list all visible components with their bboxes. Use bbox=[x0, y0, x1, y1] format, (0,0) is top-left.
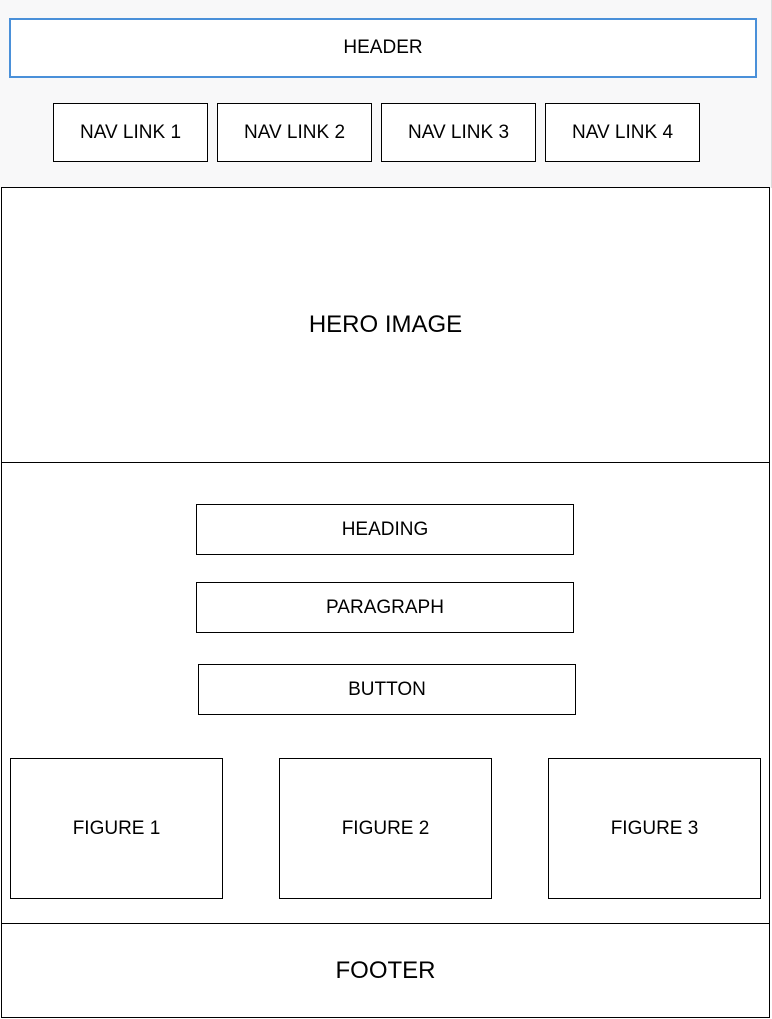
nav-link-label: NAV LINK 1 bbox=[79, 121, 182, 143]
button-block[interactable]: BUTTON bbox=[198, 664, 576, 715]
figure-label: FIGURE 2 bbox=[341, 817, 430, 839]
hero-image-block: HERO IMAGE bbox=[1, 187, 770, 463]
figure-label: FIGURE 3 bbox=[610, 817, 699, 839]
figure-3: FIGURE 3 bbox=[548, 758, 761, 899]
hero-label: HERO IMAGE bbox=[308, 311, 463, 338]
footer-label: FOOTER bbox=[335, 956, 436, 984]
footer-block: FOOTER bbox=[1, 923, 770, 1018]
nav-link-2[interactable]: NAV LINK 2 bbox=[217, 103, 372, 162]
paragraph-label: PARAGRAPH bbox=[326, 596, 444, 618]
figure-label: FIGURE 1 bbox=[72, 817, 161, 839]
nav-link-label: NAV LINK 4 bbox=[571, 121, 674, 143]
paragraph-block: PARAGRAPH bbox=[196, 582, 574, 633]
figure-1: FIGURE 1 bbox=[10, 758, 223, 899]
heading-block: HEADING bbox=[196, 504, 574, 555]
nav-link-label: NAV LINK 2 bbox=[243, 121, 346, 143]
button-label: BUTTON bbox=[348, 678, 426, 700]
nav-link-3[interactable]: NAV LINK 3 bbox=[381, 103, 536, 162]
heading-label: HEADING bbox=[341, 518, 429, 540]
nav-link-label: NAV LINK 3 bbox=[407, 121, 510, 143]
nav-link-1[interactable]: NAV LINK 1 bbox=[53, 103, 208, 162]
nav-link-4[interactable]: NAV LINK 4 bbox=[545, 103, 700, 162]
header-block: HEADER bbox=[9, 18, 757, 78]
figure-2: FIGURE 2 bbox=[279, 758, 492, 899]
header-label: HEADER bbox=[343, 37, 423, 58]
